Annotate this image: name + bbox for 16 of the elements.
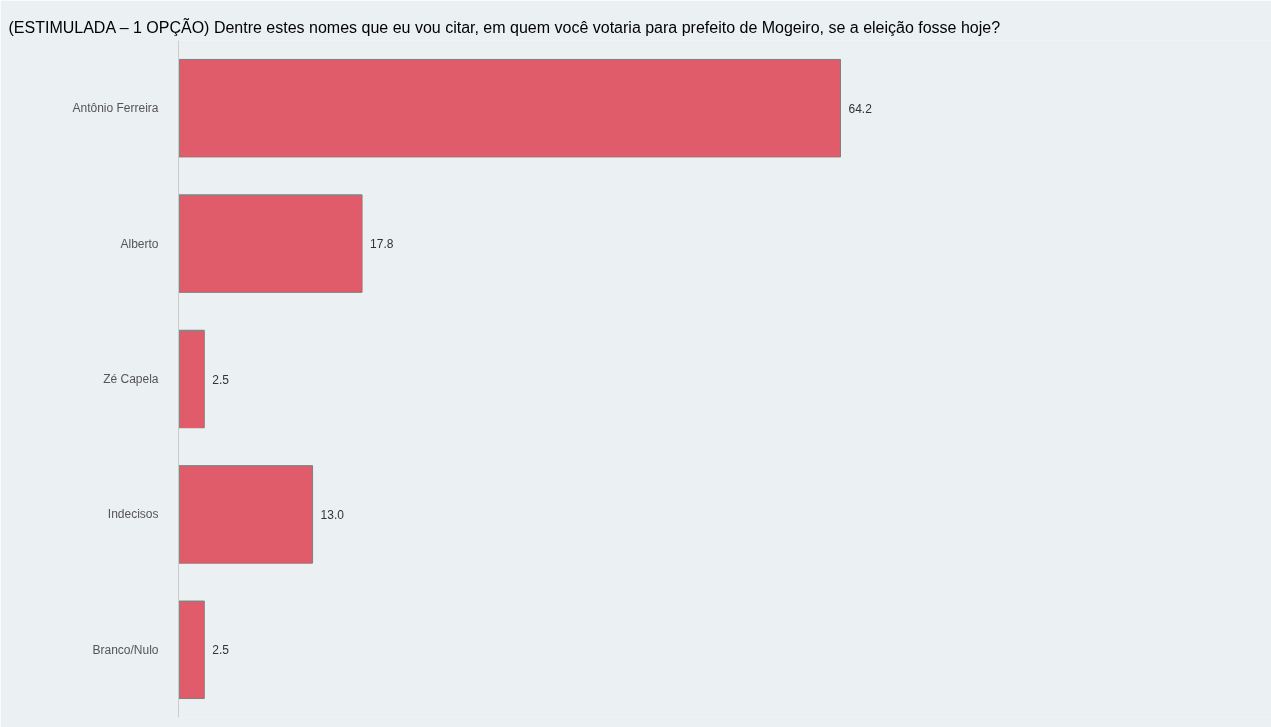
y-tick-label: Indecisos [107, 507, 159, 522]
bar [178, 194, 363, 293]
chart-title: (ESTIMULADA – 1 OPÇÃO) Dentre estes nomes que eu vou citar, em quem você votaria para prefeito de Mogeiro, se a eleição fosse hoje? [8, 16, 1001, 36]
data-label: 13.0 [320, 507, 345, 522]
y-tick-label: Antônio Ferreira [72, 101, 159, 116]
y-tick-label: Alberto [120, 236, 159, 251]
bar [178, 58, 841, 158]
bar [178, 465, 314, 564]
y-tick-label: Zé Capela [103, 372, 159, 386]
bar [178, 600, 205, 700]
data-label: 64.2 [848, 101, 873, 116]
bar [178, 329, 205, 429]
y-tick-label: Branco/Nulo [92, 642, 159, 657]
data-label: 17.8 [370, 237, 394, 252]
data-label: 2.5 [212, 643, 230, 658]
data-label: 2.5 [212, 372, 230, 387]
